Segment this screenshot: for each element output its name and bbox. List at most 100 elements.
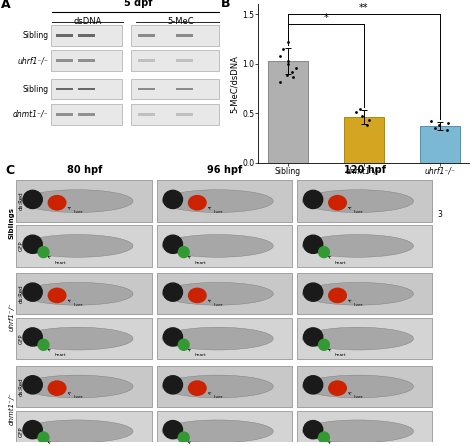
Bar [51, 79, 122, 99]
Bar [156, 225, 292, 267]
Circle shape [163, 190, 182, 209]
Circle shape [303, 283, 323, 301]
Circle shape [163, 283, 182, 301]
Text: dsDNA: dsDNA [73, 17, 102, 26]
Bar [78, 88, 95, 91]
Bar [138, 113, 155, 116]
Ellipse shape [47, 288, 66, 303]
Text: 3: 3 [438, 211, 442, 219]
Bar [297, 318, 432, 359]
Text: liver: liver [68, 300, 83, 307]
Ellipse shape [188, 195, 207, 211]
Bar [176, 34, 193, 37]
Bar [56, 59, 73, 62]
Point [288, 68, 296, 75]
Circle shape [303, 376, 323, 394]
Text: GFP: GFP [18, 333, 24, 344]
Ellipse shape [318, 339, 330, 351]
Ellipse shape [162, 190, 273, 212]
Text: ds:Red: ds:Red [18, 192, 24, 211]
Text: Siblings: Siblings [9, 207, 15, 240]
Ellipse shape [37, 246, 50, 258]
Circle shape [23, 376, 42, 394]
Text: ds:Red: ds:Red [18, 285, 24, 303]
Ellipse shape [162, 420, 273, 443]
Bar [138, 88, 155, 91]
Text: 96 hpf: 96 hpf [207, 165, 242, 175]
Ellipse shape [22, 190, 133, 212]
Text: 120 hpf: 120 hpf [344, 165, 386, 175]
Ellipse shape [22, 235, 133, 257]
Text: liver: liver [348, 300, 364, 307]
Bar [297, 181, 432, 222]
Bar [78, 113, 95, 116]
Ellipse shape [37, 431, 50, 444]
Point [358, 113, 365, 120]
Text: liver: liver [208, 300, 223, 307]
Bar [131, 25, 219, 45]
Ellipse shape [178, 339, 190, 351]
Bar [56, 113, 73, 116]
Point [435, 122, 443, 129]
Bar [17, 225, 152, 267]
Bar [17, 181, 152, 222]
Ellipse shape [178, 431, 190, 444]
Text: ds:Red: ds:Red [18, 377, 24, 396]
Circle shape [23, 283, 42, 301]
Ellipse shape [22, 420, 133, 443]
Bar [131, 104, 219, 125]
Text: heart: heart [48, 442, 66, 446]
Text: A: A [1, 0, 11, 11]
Text: GFP: GFP [18, 426, 24, 437]
Ellipse shape [328, 195, 347, 211]
Text: heart: heart [188, 349, 206, 357]
Bar [17, 366, 152, 407]
Ellipse shape [22, 375, 133, 398]
Ellipse shape [47, 380, 66, 396]
Point [444, 120, 452, 127]
Text: 5-MeC: 5-MeC [167, 17, 193, 26]
Point [431, 124, 438, 132]
Ellipse shape [302, 282, 413, 305]
Text: liver: liver [348, 393, 364, 400]
Text: liver: liver [208, 393, 223, 400]
Point [284, 38, 292, 45]
Text: heart: heart [48, 349, 66, 357]
Text: uhrf1⁻/⁻: uhrf1⁻/⁻ [18, 56, 48, 65]
Text: Sibling: Sibling [22, 85, 48, 94]
Text: 2: 2 [362, 211, 366, 219]
Bar [156, 318, 292, 359]
Ellipse shape [302, 327, 413, 350]
Ellipse shape [178, 246, 190, 258]
Circle shape [303, 421, 323, 439]
Text: liver: liver [348, 207, 364, 214]
Text: heart: heart [328, 442, 346, 446]
Text: n. clutches: n. clutches [231, 211, 269, 216]
Y-axis label: 5-MeC/dsDNA: 5-MeC/dsDNA [230, 55, 239, 112]
Bar [51, 50, 122, 71]
Ellipse shape [188, 380, 207, 396]
Ellipse shape [162, 282, 273, 305]
Bar [131, 50, 219, 71]
Point [365, 117, 373, 124]
Ellipse shape [162, 235, 273, 257]
Text: Sibling: Sibling [22, 31, 48, 40]
Text: B: B [220, 0, 230, 9]
Bar [297, 366, 432, 407]
Bar [51, 104, 122, 125]
Point [444, 127, 451, 134]
Bar [156, 411, 292, 446]
Circle shape [163, 421, 182, 439]
Text: GFP: GFP [18, 240, 24, 251]
Text: dnmt1⁻/⁻: dnmt1⁻/⁻ [9, 392, 15, 425]
Text: heart: heart [48, 256, 66, 264]
Circle shape [303, 190, 323, 209]
Ellipse shape [162, 327, 273, 350]
Ellipse shape [328, 380, 347, 396]
Bar [17, 273, 152, 314]
Ellipse shape [22, 327, 133, 350]
Circle shape [23, 421, 42, 439]
Ellipse shape [188, 288, 207, 303]
Point [283, 71, 291, 78]
Bar [56, 88, 73, 91]
